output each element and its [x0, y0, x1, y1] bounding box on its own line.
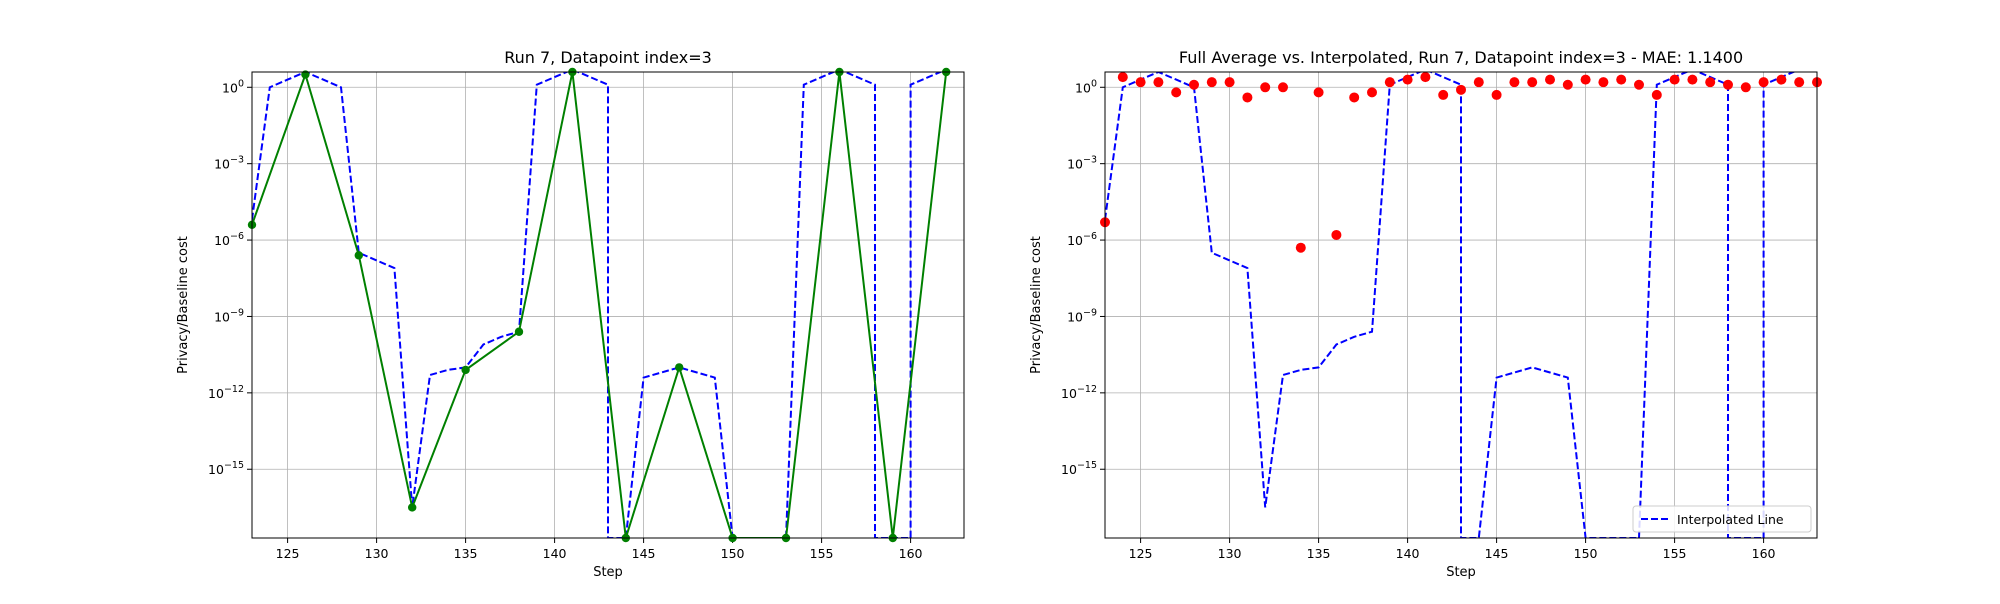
average-point: [1384, 77, 1395, 88]
sampled-point: [354, 251, 363, 260]
x-tick-label: 145: [632, 546, 656, 561]
average-point: [1580, 74, 1591, 85]
average-point: [1349, 92, 1360, 103]
sampled-point: [514, 327, 524, 336]
average-point: [1473, 77, 1484, 88]
y-tick-label: 10−15: [208, 460, 244, 477]
average-point: [1189, 79, 1199, 90]
average-point: [1242, 92, 1253, 103]
y-tick-label: 10−6: [214, 231, 244, 248]
x-tick-label: 140: [1396, 546, 1420, 561]
average-point: [1367, 87, 1377, 98]
x-tick-label: 125: [276, 546, 300, 561]
average-point: [1545, 74, 1555, 85]
interpolated-line: [1105, 72, 1796, 538]
right-legend: Interpolated Line: [1632, 505, 1812, 533]
average-point: [1206, 77, 1217, 88]
average-point: [1224, 77, 1235, 88]
y-tick-label: 10−9: [1067, 307, 1097, 324]
x-tick-label: 155: [1663, 546, 1687, 561]
average-point: [1438, 89, 1449, 100]
left-series: [247, 67, 951, 543]
left-y-axis-label: Privacy/Baseline cost: [176, 236, 191, 374]
average-point: [1634, 79, 1644, 90]
average-point: [1740, 82, 1751, 93]
right-x-ticks: 125 130 135 140 145 150 155 160: [1129, 538, 1776, 561]
average-point: [1420, 72, 1431, 83]
average-point: [1776, 74, 1787, 85]
average-point: [1723, 79, 1733, 90]
average-point: [1687, 74, 1698, 85]
average-point: [1491, 89, 1502, 100]
x-tick-label: 155: [810, 546, 834, 561]
y-tick-label: 10−12: [1061, 384, 1097, 401]
sampled-point: [675, 363, 684, 372]
x-tick-label: 150: [1574, 546, 1598, 561]
interpolated-line: [252, 72, 943, 538]
left-x-ticks: 125 130 135 140 145 150 155 160: [276, 538, 923, 561]
y-tick-label: 10−9: [214, 307, 244, 324]
y-tick-label: 10−15: [1061, 460, 1097, 477]
right-grid: [1105, 72, 1817, 538]
average-point: [1598, 77, 1609, 88]
left-frame: [251, 71, 965, 539]
x-tick-label: 160: [1752, 546, 1776, 561]
average-point: [1527, 77, 1538, 88]
y-tick-label: 10−6: [1067, 231, 1097, 248]
average-point: [1331, 229, 1342, 240]
average-point: [1313, 87, 1324, 98]
x-tick-label: 160: [899, 546, 923, 561]
left-chart-title: Run 7, Datapoint index=3: [504, 48, 712, 67]
right-chart-title: Full Average vs. Interpolated, Run 7, Da…: [1179, 48, 1743, 67]
x-tick-label: 130: [365, 546, 389, 561]
average-point: [1758, 77, 1769, 88]
right-y-axis-label: Privacy/Baseline cost: [1029, 236, 1044, 374]
average-point: [1402, 74, 1413, 85]
left-x-axis-label: Step: [593, 565, 623, 580]
average-point: [1509, 77, 1520, 88]
y-tick-label: 100: [1075, 78, 1097, 95]
x-tick-label: 150: [721, 546, 745, 561]
average-point: [1171, 87, 1182, 98]
right-series: [1100, 72, 1822, 538]
average-point: [1616, 74, 1627, 85]
x-tick-label: 125: [1129, 546, 1153, 561]
average-point: [1295, 242, 1306, 253]
x-tick-label: 135: [454, 546, 478, 561]
right-chart: 100 10−3 10−6 10−9 10−12 10−15 125 130 135 140 14…: [1029, 48, 1822, 580]
average-point: [1117, 72, 1128, 83]
average-point: [1135, 77, 1146, 88]
average-point: [1153, 77, 1164, 88]
average-point: [1456, 84, 1466, 95]
average-point: [1669, 74, 1680, 85]
average-point: [1562, 79, 1573, 90]
y-tick-label: 100: [222, 78, 244, 95]
legend-box: [1632, 505, 1812, 533]
x-tick-label: 130: [1218, 546, 1242, 561]
left-chart: 100 10−3 10−6 10−9 10−12 10−15 125 130 135 140 14…: [176, 48, 965, 580]
average-point: [1260, 82, 1271, 93]
average-point: [1651, 89, 1662, 100]
average-point: [1794, 77, 1805, 88]
average-point: [1278, 82, 1288, 93]
sampled-line: [252, 72, 948, 538]
right-x-axis-label: Step: [1446, 565, 1476, 580]
right-frame: [1104, 71, 1818, 539]
y-tick-label: 10−12: [208, 384, 244, 401]
left-y-ticks: 100 10−3 10−6 10−9 10−12 10−15: [208, 78, 252, 477]
y-tick-label: 10−3: [214, 155, 244, 172]
y-tick-label: 10−3: [1067, 155, 1097, 172]
sampled-point: [461, 365, 470, 375]
x-tick-label: 140: [543, 546, 567, 561]
average-point: [1705, 77, 1716, 88]
legend-label: Interpolated Line: [1677, 512, 1784, 527]
right-y-ticks: 100 10−3 10−6 10−9 10−12 10−15: [1061, 78, 1105, 477]
x-tick-label: 135: [1307, 546, 1331, 561]
sampled-point: [408, 503, 417, 512]
x-tick-label: 145: [1485, 546, 1509, 561]
